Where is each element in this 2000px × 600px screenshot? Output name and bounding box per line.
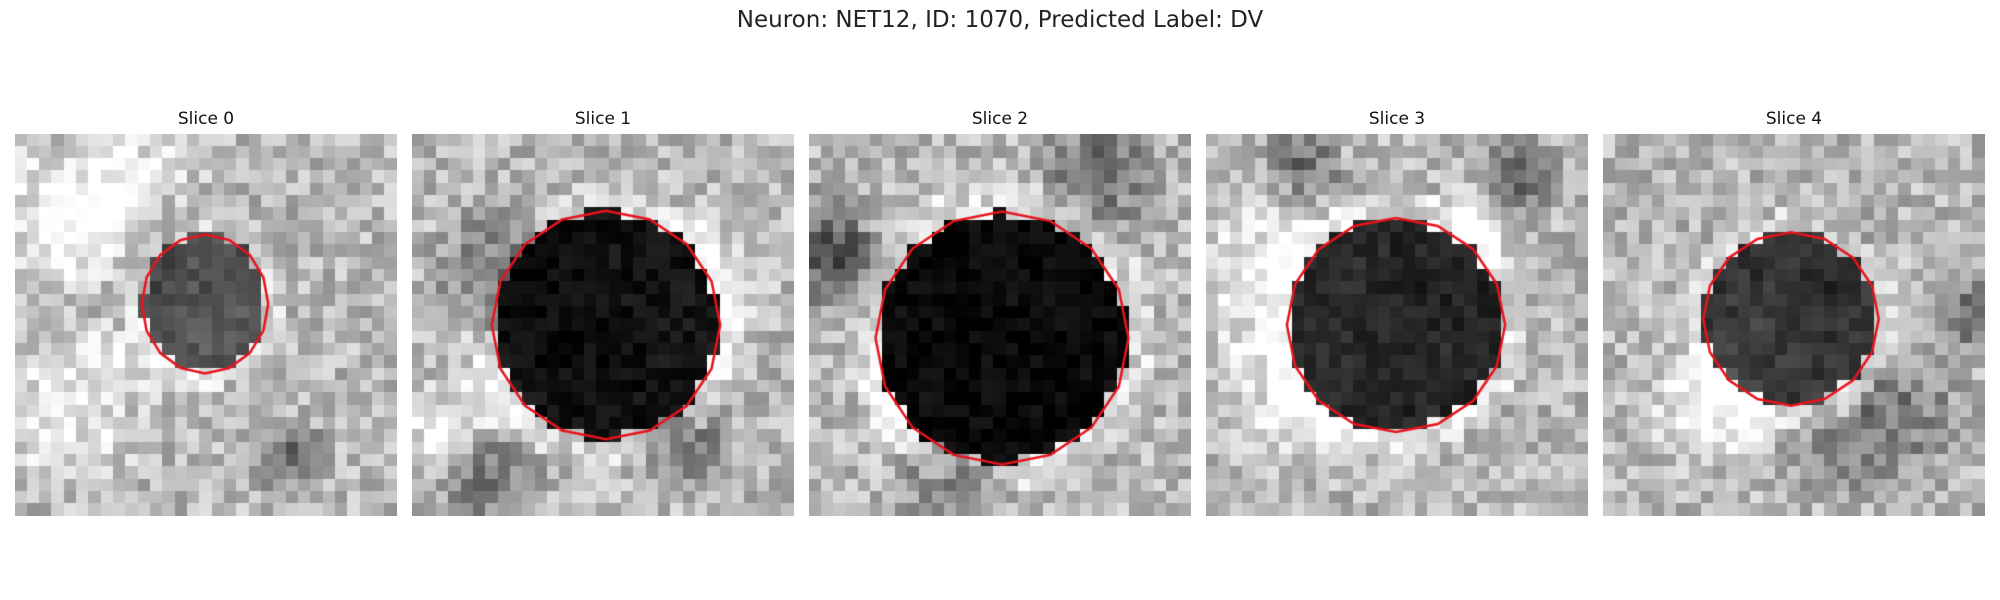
slice-image bbox=[1603, 134, 1985, 516]
slice-panel-2: Slice 2 bbox=[809, 108, 1191, 516]
slice-title: Slice 2 bbox=[971, 109, 1029, 129]
slice-image bbox=[15, 134, 397, 516]
slice-panel-0: Slice 0 bbox=[15, 108, 397, 516]
slice-title: Slice 3 bbox=[1368, 109, 1426, 129]
slice-image bbox=[809, 134, 1191, 516]
slice-panel-1: Slice 1 bbox=[412, 108, 794, 516]
slice-title: Slice 0 bbox=[177, 109, 235, 129]
slice-image bbox=[1206, 134, 1588, 516]
slice-panel-3: Slice 3 bbox=[1206, 108, 1588, 516]
slice-panel-4: Slice 4 bbox=[1603, 108, 1985, 516]
slice-image bbox=[412, 134, 794, 516]
figure-title: Neuron: NET12, ID: 1070, Predicted Label… bbox=[736, 7, 1264, 33]
slice-title: Slice 4 bbox=[1765, 109, 1823, 129]
slice-title: Slice 1 bbox=[574, 109, 632, 129]
